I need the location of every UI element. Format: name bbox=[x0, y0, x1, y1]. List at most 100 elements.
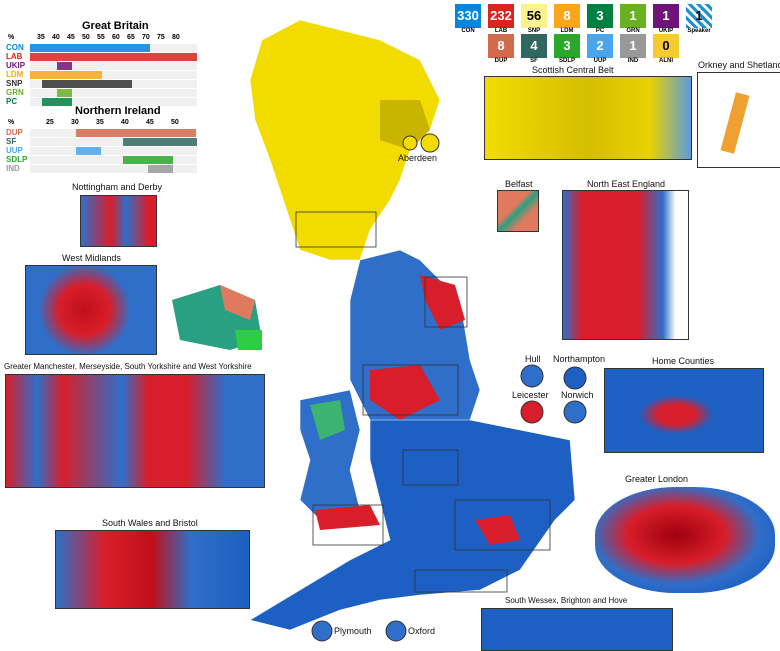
london-labour bbox=[475, 515, 520, 545]
legend-bar bbox=[76, 129, 196, 137]
legend-bar bbox=[42, 80, 132, 88]
seat-party-label: SF bbox=[530, 58, 538, 64]
scotland-east-region bbox=[380, 100, 430, 150]
inset-marker bbox=[312, 504, 384, 546]
label: Home Counties bbox=[652, 356, 715, 366]
tick-label: 45 bbox=[146, 119, 154, 126]
legend-bar bbox=[57, 89, 72, 97]
seat-box-speaker: 1 bbox=[686, 4, 712, 28]
inset-belfast[interactable] bbox=[497, 190, 539, 232]
seat-party-label: UUP bbox=[593, 58, 607, 64]
aberdeen-circle bbox=[402, 135, 418, 151]
scotland-region bbox=[249, 19, 441, 261]
inset-south-wales-bristol[interactable] bbox=[55, 530, 250, 609]
tick-label: 55 bbox=[97, 34, 105, 41]
inset-home-counties[interactable] bbox=[604, 368, 764, 453]
seat-box-sf: 4 bbox=[521, 34, 547, 58]
inset-west-midlands[interactable] bbox=[25, 265, 157, 355]
seat-box-sdlp: 3 bbox=[554, 34, 580, 58]
inset-scottish-central-belt[interactable] bbox=[484, 76, 692, 160]
legend-party: SDLP bbox=[6, 155, 28, 164]
tick-label: 45 bbox=[67, 34, 75, 41]
legend-row bbox=[30, 147, 197, 155]
label: Plymouth bbox=[334, 626, 372, 636]
legend-party: LDM bbox=[6, 70, 24, 79]
seat-party-label: LAB bbox=[494, 28, 508, 34]
label: Greater Manchester, Merseyside, South Yo… bbox=[4, 362, 252, 371]
aberdeen-circle bbox=[420, 133, 440, 153]
legend-row bbox=[30, 89, 197, 97]
label: South Wessex, Brighton and Hove bbox=[505, 596, 628, 605]
legend-party: GRN bbox=[6, 88, 24, 97]
legend-bar bbox=[76, 147, 101, 155]
tick-label: 40 bbox=[121, 119, 129, 126]
inset-marker bbox=[454, 499, 551, 551]
label: West Midlands bbox=[62, 253, 121, 263]
legend-bar bbox=[123, 138, 197, 146]
seat-box-grn: 1 bbox=[620, 4, 646, 28]
northampton-circle bbox=[563, 366, 587, 390]
legend-party: PC bbox=[6, 97, 18, 106]
seat-box-lab: 232 bbox=[488, 4, 514, 28]
seat-party-label: UKIP bbox=[658, 28, 674, 34]
inset-manchester-yorkshire[interactable] bbox=[5, 374, 265, 488]
tick-label: 65 bbox=[127, 34, 135, 41]
inset-orkney-shetland[interactable] bbox=[697, 72, 780, 168]
legend-bar bbox=[30, 71, 102, 79]
percent-label: % bbox=[8, 119, 15, 126]
north-east-labour bbox=[420, 275, 465, 330]
seat-box-alni: 0 bbox=[653, 34, 679, 58]
wales-south-labour bbox=[315, 505, 380, 530]
legend-row bbox=[30, 165, 197, 173]
inset-marker bbox=[295, 211, 377, 248]
seat-box-ldm: 8 bbox=[554, 4, 580, 28]
legend-bar bbox=[30, 53, 197, 61]
greater-london-map[interactable] bbox=[595, 487, 775, 593]
legend-row bbox=[30, 138, 197, 146]
label: Orkney and Shetland bbox=[698, 60, 780, 70]
wales-pc bbox=[310, 400, 345, 440]
midlands-south-region bbox=[249, 419, 576, 631]
plymouth-circle bbox=[311, 620, 333, 642]
seat-party-label: CON bbox=[461, 28, 475, 34]
legend-party: UUP bbox=[6, 146, 23, 155]
legend-great-britain: Great Britain % 35 40 45 50 55 60 65 70 75 80 CON LA… bbox=[0, 20, 200, 106]
legend-northern-ireland: Northern Ireland % 25 30 35 40 45 50 DUP SF UUP SD… bbox=[0, 105, 200, 175]
inset-marker bbox=[362, 364, 459, 416]
seat-party-label: ALNI bbox=[659, 58, 673, 64]
tick-label: 70 bbox=[142, 34, 150, 41]
label: South Wales and Bristol bbox=[102, 518, 198, 528]
label: Belfast bbox=[505, 179, 533, 189]
legend-row bbox=[30, 156, 197, 164]
legend-bar bbox=[57, 62, 72, 70]
legend-bar bbox=[148, 165, 173, 173]
inset-north-east[interactable] bbox=[562, 190, 689, 340]
oxford-circle bbox=[385, 620, 407, 642]
ni-sdlp bbox=[235, 330, 262, 350]
legend-bar bbox=[30, 44, 150, 52]
seat-box-pc: 3 bbox=[587, 4, 613, 28]
legend-title: Great Britain bbox=[82, 20, 149, 32]
seat-box-dup: 8 bbox=[488, 34, 514, 58]
legend-party: UKIP bbox=[6, 61, 26, 70]
seat-party-label: DUP bbox=[494, 58, 508, 64]
legend-row bbox=[30, 71, 197, 79]
tick-label: 50 bbox=[82, 34, 90, 41]
inset-nottingham-derby[interactable] bbox=[80, 195, 157, 247]
inset-marker bbox=[402, 449, 459, 486]
legend-party: CON bbox=[6, 43, 24, 52]
seat-box-uup: 2 bbox=[587, 34, 613, 58]
seat-box-ind: 1 bbox=[620, 34, 646, 58]
label: Northampton bbox=[553, 354, 606, 364]
percent-label: % bbox=[8, 34, 15, 41]
seat-party-label: SDLP bbox=[558, 58, 575, 64]
seat-party-label: SNP bbox=[527, 28, 541, 34]
inset-marker bbox=[424, 276, 468, 328]
label: Nottingham and Derby bbox=[72, 182, 163, 192]
inset-south-wessex[interactable] bbox=[481, 608, 673, 651]
seat-party-label: PC bbox=[595, 28, 605, 34]
legend-row bbox=[30, 98, 197, 106]
legend-party: DUP bbox=[6, 128, 23, 137]
norwich-circle bbox=[563, 400, 587, 424]
